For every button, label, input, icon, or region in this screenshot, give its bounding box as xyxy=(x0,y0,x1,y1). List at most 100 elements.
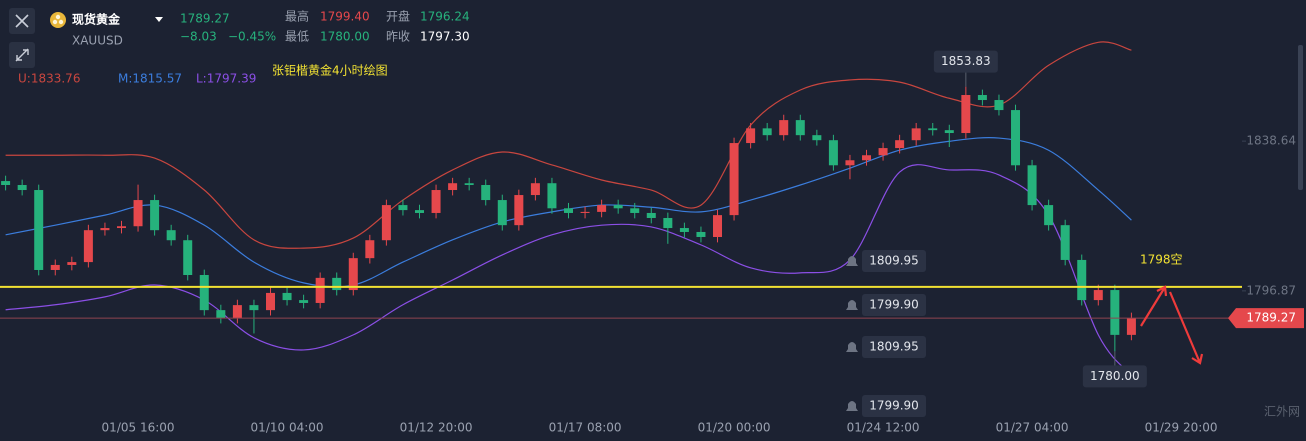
candle-body xyxy=(1,181,11,186)
candle-body xyxy=(50,264,60,270)
plot-area: 1838.64 1796.87 01/05 16:00 01/10 04:00 01/1… xyxy=(0,41,1304,435)
gold-icon xyxy=(50,12,66,28)
candle-body xyxy=(398,205,408,211)
dropdown-caret[interactable] xyxy=(155,17,163,22)
legend-entry: L:1797.39 xyxy=(196,72,256,86)
candle-body xyxy=(249,305,259,311)
alert-bell xyxy=(846,256,858,266)
candle-body xyxy=(1027,165,1037,206)
x-tick-label: 01/27 04:00 xyxy=(996,421,1069,435)
candle-body xyxy=(34,190,44,270)
price-tag xyxy=(1228,308,1304,329)
candle-body xyxy=(646,212,656,218)
candle-body xyxy=(150,200,160,231)
candle-body xyxy=(1126,318,1136,335)
x-tick-label: 01/29 20:00 xyxy=(1145,421,1218,435)
candle-body xyxy=(83,230,93,263)
x-tick-label: 01/10 04:00 xyxy=(251,421,324,435)
candle-body xyxy=(464,183,474,186)
candle-body xyxy=(448,183,458,191)
candle-body xyxy=(183,240,193,275)
candle-body xyxy=(1093,290,1103,301)
candle-body xyxy=(415,210,424,213)
high-label: 最高 xyxy=(285,9,309,24)
alert-box xyxy=(862,336,926,358)
alert-box xyxy=(862,395,926,417)
price-tag-label: 1789.27 xyxy=(1246,311,1296,325)
candle-body xyxy=(729,143,739,216)
alert-label: 1799.90 xyxy=(869,298,919,312)
candle-body xyxy=(862,155,872,161)
collapse-button[interactable] xyxy=(9,42,35,68)
extreme-label: 1853.83 xyxy=(941,54,991,68)
prev-value: 1797.30 xyxy=(420,30,470,44)
scrollbar[interactable] xyxy=(1298,45,1303,190)
candle-body xyxy=(100,228,110,231)
instrument-name: 现货黄金 xyxy=(72,12,121,27)
price: 1789.27 xyxy=(180,12,230,26)
annotation: 张钜楷黄金4小时绘图 xyxy=(272,63,388,78)
high-value: 1799.40 xyxy=(320,10,370,24)
candle-body xyxy=(332,277,342,291)
candle-body xyxy=(299,300,309,303)
candle-body xyxy=(713,215,723,237)
candle-body xyxy=(911,128,921,141)
alert-bell xyxy=(846,300,858,310)
x-tick-label: 01/12 20:00 xyxy=(400,421,473,435)
candle-body xyxy=(17,185,27,191)
candle-body xyxy=(497,200,507,226)
alert-label: 1809.95 xyxy=(869,340,919,354)
alert-box xyxy=(862,294,926,316)
alert-label: 1809.95 xyxy=(869,254,919,268)
candle-body xyxy=(481,185,491,201)
candle-body xyxy=(1044,205,1054,226)
candle-body xyxy=(282,292,292,301)
candle-body xyxy=(365,240,375,259)
legend-entry: U:1833.76 xyxy=(18,72,80,86)
candle-body xyxy=(166,230,176,241)
candle-body xyxy=(663,217,673,229)
extreme-label: 1780.00 xyxy=(1090,369,1140,383)
candle-body xyxy=(348,258,358,291)
extreme-box xyxy=(1082,365,1147,388)
change-pct: −0.45% xyxy=(228,30,276,44)
candle-body xyxy=(977,95,987,101)
low-value: 1780.00 xyxy=(320,30,370,44)
alert-box xyxy=(862,250,926,272)
x-tick-label: 01/24 12:00 xyxy=(847,421,920,435)
candle-body xyxy=(613,205,623,209)
candle-body xyxy=(795,120,805,136)
candle-body xyxy=(746,128,756,144)
candle-body xyxy=(679,228,689,232)
y-tick-label: 1838.64 xyxy=(1246,134,1296,148)
candle-body xyxy=(381,205,391,241)
x-tick-label: 01/05 16:00 xyxy=(102,421,175,435)
candle-body xyxy=(431,190,441,213)
candle-body xyxy=(133,200,143,227)
candle-body xyxy=(564,208,574,213)
candle-body xyxy=(514,195,524,226)
candle-body xyxy=(216,310,226,319)
prev-label: 昨收 xyxy=(386,30,410,44)
candle-body xyxy=(265,292,275,311)
legend-entry: M:1815.57 xyxy=(118,72,182,86)
candle-body xyxy=(961,95,971,134)
candle-body xyxy=(878,148,888,156)
arrow-down xyxy=(1168,291,1204,365)
candle-body xyxy=(232,305,242,319)
candle-body xyxy=(597,205,607,212)
y-tick-label: 1796.87 xyxy=(1246,283,1296,297)
candle-body xyxy=(895,140,905,149)
arrow-up xyxy=(1140,285,1168,327)
open-value: 1796.24 xyxy=(420,10,470,24)
candle-body xyxy=(630,208,640,213)
x-tick-label: 01/17 08:00 xyxy=(549,421,622,435)
candle-body xyxy=(67,262,77,265)
level-label: 1798空 xyxy=(1140,252,1183,266)
alert-label: 1799.90 xyxy=(869,399,919,413)
close-button[interactable] xyxy=(9,8,35,34)
band-line xyxy=(5,137,1132,288)
alert-bell xyxy=(846,342,858,352)
change: −8.03 xyxy=(180,30,217,44)
